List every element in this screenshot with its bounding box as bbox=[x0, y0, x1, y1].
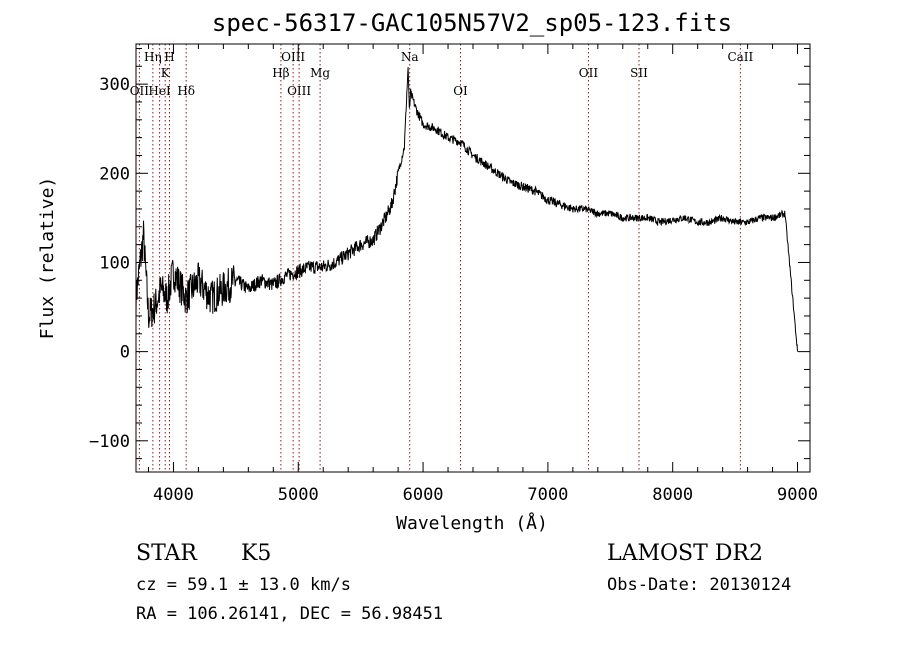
x-tick-label: 8000 bbox=[652, 485, 693, 505]
spectral-line-label: HeI bbox=[148, 84, 171, 98]
axes: 4000 5000 6000 7000 8000 9000 −100 0 100 200 300 bbox=[89, 44, 818, 505]
x-axis-label: Wavelength (Å) bbox=[396, 512, 548, 534]
spectral-line-label: OI bbox=[453, 84, 468, 98]
spectral-line-label: Na bbox=[401, 50, 419, 64]
spectral-line-label: Hβ bbox=[272, 66, 289, 80]
object-subclass: K5 bbox=[241, 541, 272, 566]
spectral-line-label: H bbox=[164, 50, 174, 64]
x-tick-label: 6000 bbox=[403, 485, 444, 505]
y-tick-label: −100 bbox=[89, 432, 130, 452]
y-tick-label: 0 bbox=[120, 343, 130, 363]
spectrum-series bbox=[136, 67, 798, 352]
y-tick-label: 200 bbox=[99, 164, 130, 184]
spectral-line-markers: OII Hη HeI KH Hδ Hβ OIII OIII Mg Na OI OII SII CaII bbox=[130, 44, 754, 472]
y-tick-label: 100 bbox=[99, 253, 130, 273]
x-tick-label: 7000 bbox=[527, 485, 568, 505]
x-tick-label: 5000 bbox=[278, 485, 319, 505]
survey-name: LAMOST DR2 bbox=[607, 541, 763, 566]
redshift-readout: cz = 59.1 ± 13.0 km/s bbox=[136, 575, 351, 595]
spectral-line-label: K bbox=[161, 66, 171, 80]
chart-title: spec-56317-GAC105N57V2_sp05-123.fits bbox=[212, 9, 732, 37]
observation-date: Obs-Date: 20130124 bbox=[607, 575, 792, 595]
spectrum-line bbox=[136, 67, 798, 352]
y-tick-label: 300 bbox=[99, 75, 130, 95]
spectral-line-label: OII bbox=[579, 66, 599, 80]
y-axis-label: Flux (relative) bbox=[37, 177, 58, 340]
spectral-line-label: Hδ bbox=[177, 84, 195, 98]
spectral-line-label: CaII bbox=[727, 50, 753, 64]
spectral-line-label: Mg bbox=[310, 66, 330, 80]
spectral-line-label: OII bbox=[130, 84, 150, 98]
x-tick-label: 4000 bbox=[153, 485, 194, 505]
x-tick-label: 9000 bbox=[777, 485, 818, 505]
coordinates-readout: RA = 106.26141, DEC = 56.98451 bbox=[136, 604, 444, 624]
spectral-line-label: Hη bbox=[144, 50, 162, 64]
object-class: STAR bbox=[136, 541, 197, 566]
spectral-line-label: SII bbox=[630, 66, 648, 80]
spectral-line-label: OIII bbox=[281, 50, 305, 64]
spectral-line-label: OIII bbox=[287, 84, 311, 98]
plot-frame bbox=[135, 43, 811, 473]
